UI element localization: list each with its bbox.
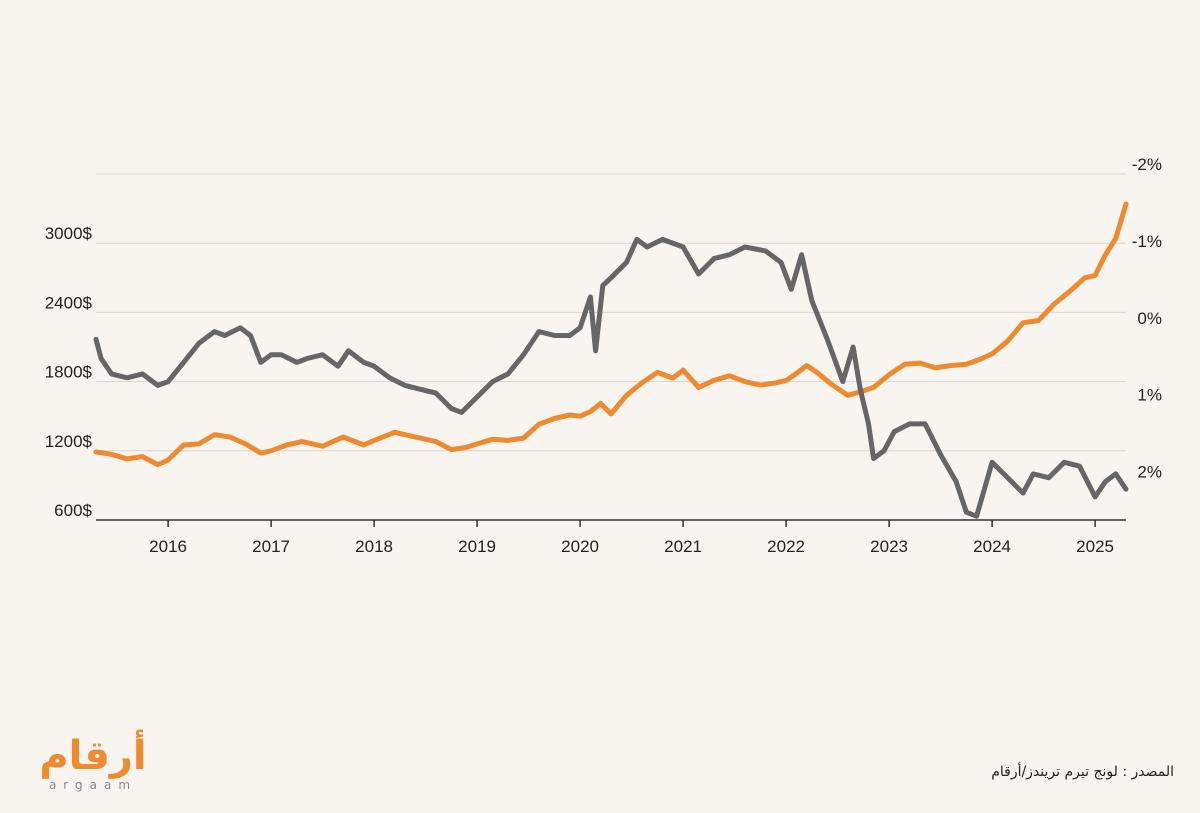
x-tick-label: 2022: [767, 537, 805, 556]
x-tick-label: 2021: [664, 537, 702, 556]
gridlines: [96, 173, 1126, 521]
x-tick-label: 2016: [149, 537, 187, 556]
x-tick-label: 2017: [252, 537, 290, 556]
x-tick-label: 2024: [973, 537, 1011, 556]
left-tick-label: 2400$: [45, 293, 93, 312]
series-lines: [93, 201, 1129, 519]
x-tick-label: 2019: [458, 537, 496, 556]
right-tick-label: 1%: [1137, 386, 1162, 405]
series-line-gray: [93, 236, 1129, 519]
x-tick-label: 2018: [355, 537, 393, 556]
right-tick-label: 0%: [1137, 309, 1162, 328]
x-tick-label: 2025: [1076, 537, 1114, 556]
right-tick-label: -1%: [1132, 232, 1162, 251]
right-tick-label: -2%: [1132, 155, 1162, 174]
left-axis-labels: 600$ 1200$ 1800$ 2400$ 3000$: [45, 224, 93, 520]
x-tick-label: 2020: [561, 537, 599, 556]
source-note: المصدر : لونج تيرم تريندز/أرقام: [991, 764, 1174, 780]
argaam-logo: أرقام argaam: [28, 736, 158, 798]
x-axis: 2016 2017 2018 2019 2020 2021 2022 2023 2024 2025: [149, 520, 1114, 556]
left-tick-label: 1800$: [45, 363, 93, 382]
x-tick-label: 2023: [870, 537, 908, 556]
right-axis-labels: 2% 1% 0% -1% -2%: [1132, 155, 1162, 482]
logo-latin-text: argaam: [48, 778, 138, 792]
logo-arabic-text: أرقام: [39, 733, 147, 779]
left-tick-label: 3000$: [45, 224, 93, 243]
right-tick-label: 2%: [1137, 463, 1162, 482]
left-tick-label: 1200$: [45, 432, 93, 451]
series-line-orange: [93, 201, 1129, 468]
left-tick-label: 600$: [54, 501, 92, 520]
